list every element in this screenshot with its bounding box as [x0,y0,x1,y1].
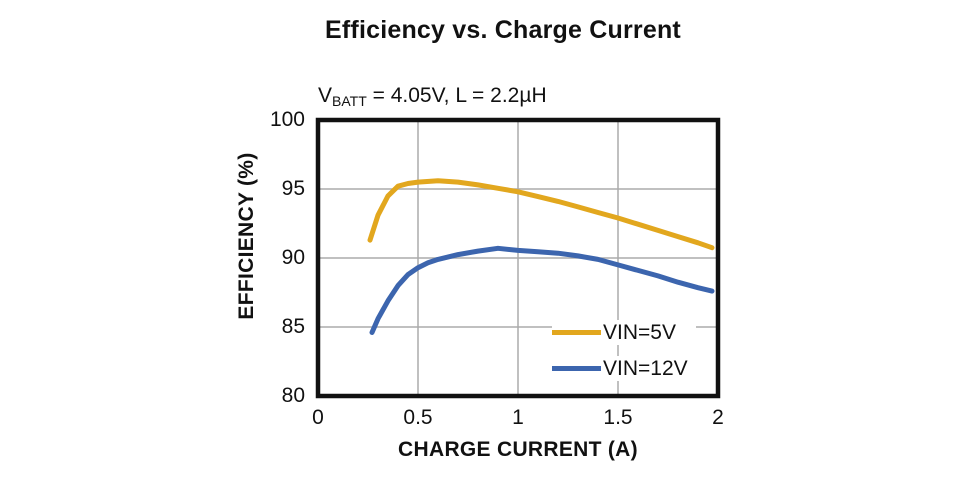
legend: VIN=5V VIN=12V [552,320,696,392]
y-tick-labels: 80 85 90 95 100 [218,0,305,480]
legend-item-vin-5v: VIN=5V [552,320,696,345]
subtitle-prefix: V [318,84,333,107]
y-tick-label: 100 [269,108,305,131]
chart-title: Efficiency vs. Charge Current [325,16,681,44]
series-line-vin-12v [369,245,715,335]
plot-area [315,117,721,399]
chart-subtitle: VBATT = 4.05V, L = 2.2µH [318,84,547,108]
legend-label-vin-12v: VIN=12V [603,356,688,380]
legend-item-vin-12v: VIN=12V [552,356,696,381]
y-tick-label: 85 [281,315,305,338]
y-tick-label: 80 [281,384,305,407]
plot-border [315,117,721,399]
subtitle-rest: = 4.05V, L = 2.2µH [366,84,547,107]
legend-line-sample-vin-5v [552,330,601,335]
x-tick-label: 0.5 [403,406,433,429]
x-axis-title: CHARGE CURRENT (A) [398,438,638,461]
subtitle-subscript: BATT [332,93,367,109]
x-tick-label: 1.5 [603,406,633,429]
y-tick-label: 90 [281,246,305,269]
x-tick-label: 0 [312,406,324,429]
legend-line-sample-vin-12v [552,366,601,371]
y-tick-label: 95 [281,177,305,200]
x-tick-label: 2 [712,406,724,429]
x-tick-label: 1 [512,406,524,429]
legend-label-vin-5v: VIN=5V [603,320,676,344]
series-line-vin-5v [367,178,715,251]
